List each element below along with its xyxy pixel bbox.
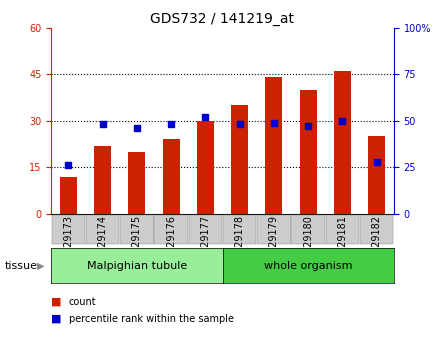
Point xyxy=(271,120,278,125)
Point xyxy=(168,122,175,127)
Bar xyxy=(265,77,283,214)
Point xyxy=(202,114,209,120)
Bar xyxy=(60,177,77,214)
FancyBboxPatch shape xyxy=(120,215,154,244)
FancyBboxPatch shape xyxy=(189,215,222,244)
Text: GSM29178: GSM29178 xyxy=(235,215,245,268)
FancyBboxPatch shape xyxy=(326,215,359,244)
FancyBboxPatch shape xyxy=(52,215,85,244)
Text: Malpighian tubule: Malpighian tubule xyxy=(87,261,187,270)
Text: GSM29181: GSM29181 xyxy=(337,215,348,268)
Bar xyxy=(334,71,351,214)
Text: GSM29177: GSM29177 xyxy=(200,215,210,268)
Bar xyxy=(94,146,111,214)
Point xyxy=(373,159,380,165)
Text: GSM29180: GSM29180 xyxy=(303,215,313,268)
Point xyxy=(236,122,243,127)
Bar xyxy=(162,139,180,214)
Text: tissue: tissue xyxy=(4,261,37,270)
Text: ■: ■ xyxy=(51,297,62,307)
Bar xyxy=(197,121,214,214)
Text: GSM29173: GSM29173 xyxy=(63,215,73,268)
FancyBboxPatch shape xyxy=(291,215,325,244)
Text: percentile rank within the sample: percentile rank within the sample xyxy=(69,314,234,324)
FancyBboxPatch shape xyxy=(360,215,393,244)
Bar xyxy=(231,105,248,214)
FancyBboxPatch shape xyxy=(86,215,119,244)
Text: ■: ■ xyxy=(51,314,62,324)
Text: GSM29176: GSM29176 xyxy=(166,215,176,268)
FancyBboxPatch shape xyxy=(257,215,291,244)
FancyBboxPatch shape xyxy=(223,215,256,244)
Bar xyxy=(299,90,317,214)
Point xyxy=(305,124,312,129)
FancyBboxPatch shape xyxy=(154,215,188,244)
Point xyxy=(99,122,106,127)
Text: whole organism: whole organism xyxy=(264,261,352,270)
Text: count: count xyxy=(69,297,97,307)
Text: ▶: ▶ xyxy=(36,261,44,270)
Text: GDS732 / 141219_at: GDS732 / 141219_at xyxy=(150,12,295,26)
Text: GSM29175: GSM29175 xyxy=(132,215,142,268)
Bar xyxy=(128,152,146,214)
Bar xyxy=(368,136,385,214)
Point xyxy=(134,126,141,131)
Text: GSM29179: GSM29179 xyxy=(269,215,279,268)
Point xyxy=(65,163,72,168)
Text: GSM29182: GSM29182 xyxy=(372,215,382,268)
Point xyxy=(339,118,346,124)
Text: GSM29174: GSM29174 xyxy=(97,215,108,268)
